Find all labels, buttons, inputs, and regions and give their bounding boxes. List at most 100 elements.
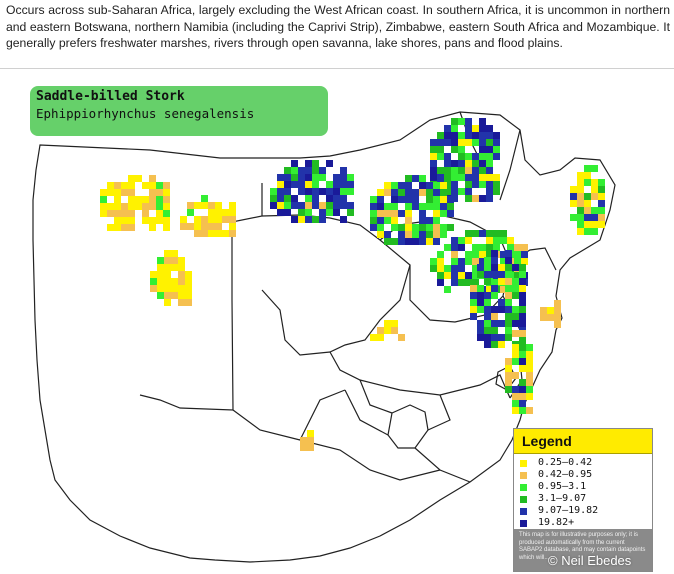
occurrence-cell	[142, 182, 149, 189]
occurrence-cell	[519, 344, 526, 351]
occurrence-cell	[512, 278, 519, 285]
occurrence-cell	[215, 223, 222, 230]
occurrence-cell	[405, 189, 412, 196]
occurrence-cell	[157, 257, 164, 264]
occurrence-cell	[472, 244, 479, 251]
occurrence-cell	[377, 231, 384, 238]
occurrence-cell	[201, 202, 208, 209]
occurrence-cell	[185, 299, 192, 306]
occurrence-cell	[298, 216, 305, 223]
occurrence-cell	[486, 146, 493, 153]
occurrence-cell	[477, 306, 484, 313]
distribution-map[interactable]	[0, 68, 674, 573]
occurrence-cell	[312, 216, 319, 223]
occurrence-cell	[493, 139, 500, 146]
occurrence-cell	[433, 231, 440, 238]
occurrence-cell	[458, 139, 465, 146]
occurrence-cell	[465, 167, 472, 174]
occurrence-cell	[472, 160, 479, 167]
occurrence-cell	[458, 146, 465, 153]
occurrence-cell	[164, 271, 171, 278]
occurrence-cell	[157, 292, 164, 299]
occurrence-cell	[312, 160, 319, 167]
occurrence-cell	[142, 210, 149, 217]
occurrence-cell	[493, 153, 500, 160]
occurrence-cell	[370, 210, 377, 217]
occurrence-cell	[377, 210, 384, 217]
occurrence-cell	[319, 167, 326, 174]
occurrence-cell	[477, 271, 484, 278]
occurrence-cell	[114, 224, 121, 231]
occurrence-cell	[412, 175, 419, 182]
occurrence-cell	[451, 258, 458, 265]
occurrence-cell	[484, 327, 491, 334]
occurrence-cell	[326, 202, 333, 209]
occurrence-cell	[479, 251, 486, 258]
occurrence-cell	[201, 223, 208, 230]
occurrence-cell	[479, 181, 486, 188]
occurrence-cell	[493, 237, 500, 244]
occurrence-cell	[484, 271, 491, 278]
occurrence-cell	[444, 188, 451, 195]
occurrence-cell	[270, 188, 277, 195]
occurrence-cell	[493, 181, 500, 188]
occurrence-cell	[156, 196, 163, 203]
occurrence-cell	[472, 181, 479, 188]
occurrence-cell	[437, 167, 444, 174]
occurrence-cell	[277, 174, 284, 181]
occurrence-cell	[419, 175, 426, 182]
occurrence-cell	[107, 189, 114, 196]
occurrence-cell	[100, 210, 107, 217]
occurrence-cell	[340, 181, 347, 188]
occurrence-cell	[164, 278, 171, 285]
occurrence-cell	[284, 174, 291, 181]
occurrence-cell	[128, 182, 135, 189]
occurrence-cell	[319, 216, 326, 223]
occurrence-cell	[472, 139, 479, 146]
occurrence-cell	[458, 244, 465, 251]
occurrence-cell	[208, 216, 215, 223]
occurrence-cell	[451, 174, 458, 181]
occurrence-cell	[577, 186, 584, 193]
occurrence-cell	[519, 379, 526, 386]
occurrence-cell	[135, 175, 142, 182]
occurrence-cell	[300, 444, 307, 451]
occurrence-cell	[584, 200, 591, 207]
occurrence-cell	[437, 279, 444, 286]
occurrence-cell	[491, 313, 498, 320]
occurrence-cell	[149, 196, 156, 203]
occurrence-cell	[465, 195, 472, 202]
legend-title: Legend	[514, 429, 652, 454]
occurrence-cell	[526, 386, 533, 393]
occurrence-cell	[479, 258, 486, 265]
occurrence-cell	[291, 216, 298, 223]
occurrence-cell	[284, 209, 291, 216]
occurrence-cell	[319, 188, 326, 195]
occurrence-cell	[472, 279, 479, 286]
occurrence-cell	[178, 271, 185, 278]
occurrence-cell	[447, 224, 454, 231]
occurrence-cell	[458, 188, 465, 195]
occurrence-cell	[591, 165, 598, 172]
occurrence-cell	[222, 230, 229, 237]
occurrence-cell	[465, 139, 472, 146]
occurrence-cell	[547, 307, 554, 314]
occurrence-cell	[512, 313, 519, 320]
occurrence-cell	[194, 216, 201, 223]
occurrence-cell	[584, 179, 591, 186]
occurrence-cell	[444, 132, 451, 139]
occurrence-cell	[128, 175, 135, 182]
occurrence-cell	[591, 179, 598, 186]
occurrence-cell	[433, 238, 440, 245]
occurrence-cell	[519, 358, 526, 365]
occurrence-cell	[121, 182, 128, 189]
occurrence-cell	[347, 209, 354, 216]
occurrence-cell	[458, 258, 465, 265]
occurrence-cell	[419, 231, 426, 238]
occurrence-cell	[391, 238, 398, 245]
occurrence-cell	[505, 313, 512, 320]
occurrence-cell	[426, 231, 433, 238]
occurrence-cell	[465, 237, 472, 244]
occurrence-cell	[340, 167, 347, 174]
legend-swatch	[520, 496, 527, 503]
